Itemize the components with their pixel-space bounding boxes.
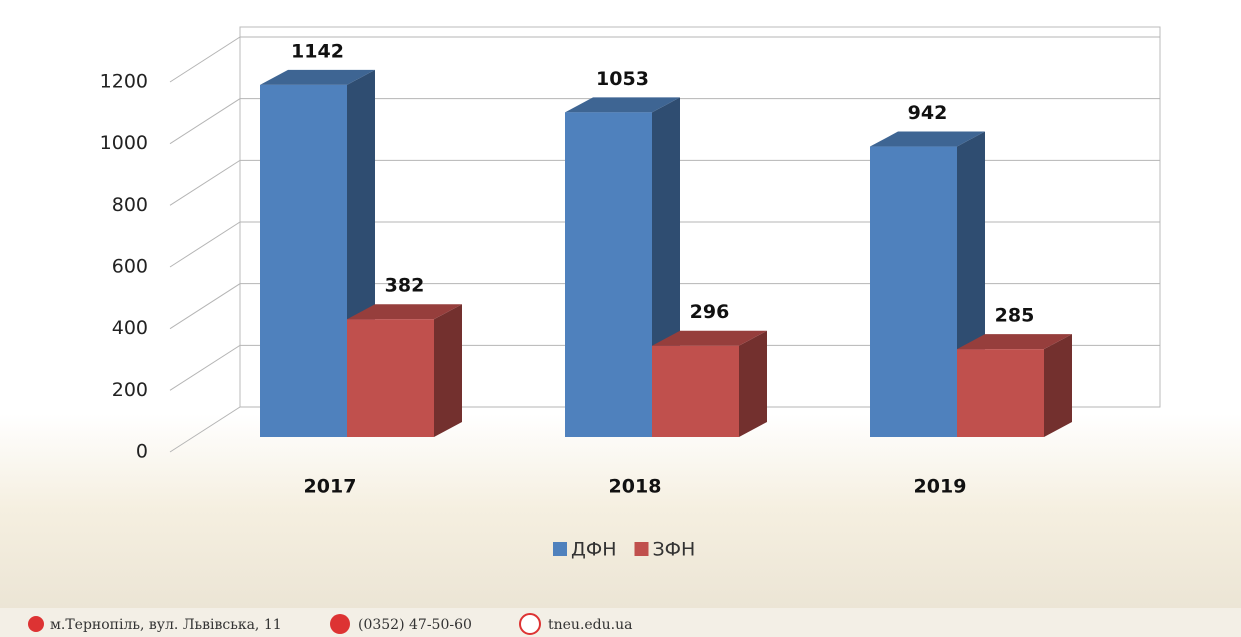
bar-front: [260, 84, 347, 437]
plot: 0 200 400 600 800 1000 1200 2017 1142 382 2018 1053…: [100, 26, 1161, 561]
bar-side: [739, 330, 767, 437]
bar-top: [870, 131, 985, 147]
grid-line: [169, 98, 1160, 145]
grid-line: [169, 406, 1160, 453]
phone-icon: [330, 614, 350, 634]
bar-front: [870, 146, 957, 438]
value-label: 285: [995, 305, 1035, 327]
bar: [957, 334, 1072, 437]
legend-label: ДФН: [571, 539, 617, 561]
y-tick-label: 1200: [100, 71, 148, 93]
x-tick-label: 2017: [304, 476, 357, 498]
web-icon: [519, 613, 541, 635]
value-label: 1142: [291, 40, 344, 62]
bar-top: [957, 334, 1072, 350]
bar: [565, 97, 680, 437]
bar-front: [957, 349, 1044, 437]
bar-top: [565, 97, 680, 113]
value-label: 296: [690, 301, 730, 323]
grid-line: [169, 159, 1160, 206]
bar: [260, 69, 375, 437]
bar-side: [434, 304, 462, 437]
footer-band: [0, 608, 1241, 637]
y-tick-label: 600: [112, 256, 148, 278]
footer-address: м.Тернопіль, вул. Львівська, 11: [50, 617, 282, 633]
bar-front: [652, 345, 739, 437]
bar: [347, 304, 462, 437]
bar: [652, 330, 767, 437]
y-tick-label: 200: [112, 379, 148, 401]
bar-front: [347, 319, 434, 437]
y-tick-label: 800: [112, 194, 148, 216]
pin-icon: [28, 616, 44, 632]
legend-swatch: [553, 542, 567, 556]
grid-line: [169, 283, 1160, 330]
footer-website: tneu.edu.ua: [548, 617, 632, 633]
grid-line: [169, 221, 1160, 268]
grid-line: [169, 36, 1160, 83]
legend-label: ЗФН: [653, 539, 696, 561]
value-label: 942: [908, 102, 948, 124]
legend-swatch: [634, 542, 649, 556]
value-label: 1053: [596, 68, 649, 90]
y-tick-label: 400: [112, 317, 148, 339]
y-tick-label: 1000: [100, 132, 148, 154]
bar-front: [565, 112, 652, 437]
bar-side: [1044, 334, 1072, 437]
x-tick-label: 2019: [914, 476, 967, 498]
bar-top: [260, 69, 375, 85]
grid-line: [169, 344, 1160, 391]
y-tick-label: 0: [136, 441, 148, 463]
value-label: 382: [385, 275, 425, 297]
footer-phone: (0352) 47-50-60: [358, 617, 472, 633]
bar-top: [652, 330, 767, 346]
x-tick-label: 2018: [609, 476, 662, 498]
bar-top: [347, 304, 462, 320]
